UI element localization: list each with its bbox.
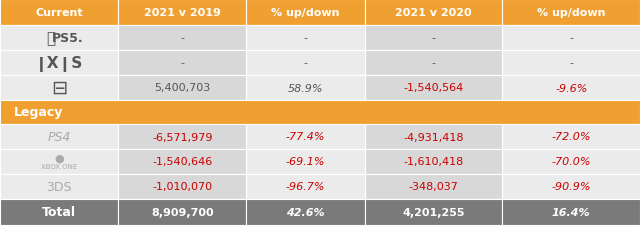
Text: PS5.: PS5. xyxy=(51,32,83,45)
Text: -90.9%: -90.9% xyxy=(552,182,591,192)
Text: Current: Current xyxy=(35,8,83,18)
Text: -: - xyxy=(180,58,184,68)
Text: 3DS: 3DS xyxy=(47,180,72,193)
Bar xyxy=(365,51,502,76)
Text: -348,037: -348,037 xyxy=(409,182,458,192)
Bar xyxy=(365,149,502,174)
Bar xyxy=(502,26,640,51)
Bar xyxy=(0,124,118,149)
Bar xyxy=(365,174,502,199)
Bar xyxy=(118,174,246,199)
Text: -: - xyxy=(569,58,573,68)
Text: 8,909,700: 8,909,700 xyxy=(151,207,214,217)
Text: ⊟: ⊟ xyxy=(51,79,67,98)
Bar xyxy=(365,199,502,225)
Bar xyxy=(502,0,640,26)
Text: -9.6%: -9.6% xyxy=(555,83,588,93)
Bar xyxy=(246,149,365,174)
Text: 2021 v 2020: 2021 v 2020 xyxy=(396,8,472,18)
Text: -: - xyxy=(431,33,436,43)
Text: -72.0%: -72.0% xyxy=(552,132,591,142)
Bar xyxy=(118,26,246,51)
Text: 5,400,703: 5,400,703 xyxy=(154,83,211,93)
Bar xyxy=(502,76,640,101)
Text: 4,201,255: 4,201,255 xyxy=(403,207,465,217)
Bar xyxy=(0,174,118,199)
Bar xyxy=(502,149,640,174)
Bar xyxy=(0,101,640,124)
Bar xyxy=(246,26,365,51)
Bar xyxy=(502,51,640,76)
Bar xyxy=(118,51,246,76)
Text: % up/down: % up/down xyxy=(537,8,605,18)
Bar xyxy=(365,76,502,101)
Bar xyxy=(246,76,365,101)
Text: Legacy: Legacy xyxy=(14,106,63,119)
Text: 2021 v 2019: 2021 v 2019 xyxy=(144,8,221,18)
Bar xyxy=(118,0,246,26)
Bar xyxy=(118,199,246,225)
Text: -77.4%: -77.4% xyxy=(286,132,325,142)
Text: ●: ● xyxy=(54,153,64,163)
Bar xyxy=(0,149,118,174)
Bar xyxy=(118,149,246,174)
Bar xyxy=(0,0,118,26)
Bar xyxy=(0,199,118,225)
Text: Total: Total xyxy=(42,206,76,218)
Text: 16.4%: 16.4% xyxy=(552,207,591,217)
Text: -1,540,646: -1,540,646 xyxy=(152,157,212,167)
Text: -6,571,979: -6,571,979 xyxy=(152,132,212,142)
Bar xyxy=(246,174,365,199)
Text: % up/down: % up/down xyxy=(271,8,340,18)
Text: -: - xyxy=(569,33,573,43)
Text: -69.1%: -69.1% xyxy=(286,157,325,167)
Text: PS4: PS4 xyxy=(47,130,71,143)
Bar xyxy=(0,76,118,101)
Text: ❙X❙S: ❙X❙S xyxy=(35,55,83,71)
Text: -4,931,418: -4,931,418 xyxy=(403,132,464,142)
Text: -1,610,418: -1,610,418 xyxy=(403,157,464,167)
Bar xyxy=(246,0,365,26)
Bar xyxy=(118,124,246,149)
Text: -96.7%: -96.7% xyxy=(286,182,325,192)
Text: -: - xyxy=(303,33,308,43)
Bar xyxy=(246,51,365,76)
Text: 58.9%: 58.9% xyxy=(288,83,323,93)
Bar xyxy=(0,51,118,76)
Text: XBOX ONE: XBOX ONE xyxy=(41,164,77,170)
Bar xyxy=(118,76,246,101)
Text: -1,010,070: -1,010,070 xyxy=(152,182,212,192)
Text: -: - xyxy=(431,58,436,68)
Bar xyxy=(365,0,502,26)
Bar xyxy=(365,26,502,51)
Text: -: - xyxy=(180,33,184,43)
Bar xyxy=(246,199,365,225)
Text: -70.0%: -70.0% xyxy=(552,157,591,167)
Bar xyxy=(502,124,640,149)
Text: -: - xyxy=(303,58,308,68)
Text: 42.6%: 42.6% xyxy=(286,207,325,217)
Text: ᗑ: ᗑ xyxy=(47,31,56,46)
Text: -1,540,564: -1,540,564 xyxy=(403,83,464,93)
Bar xyxy=(502,199,640,225)
Bar xyxy=(0,26,118,51)
Bar xyxy=(365,124,502,149)
Bar xyxy=(246,124,365,149)
Bar xyxy=(502,174,640,199)
